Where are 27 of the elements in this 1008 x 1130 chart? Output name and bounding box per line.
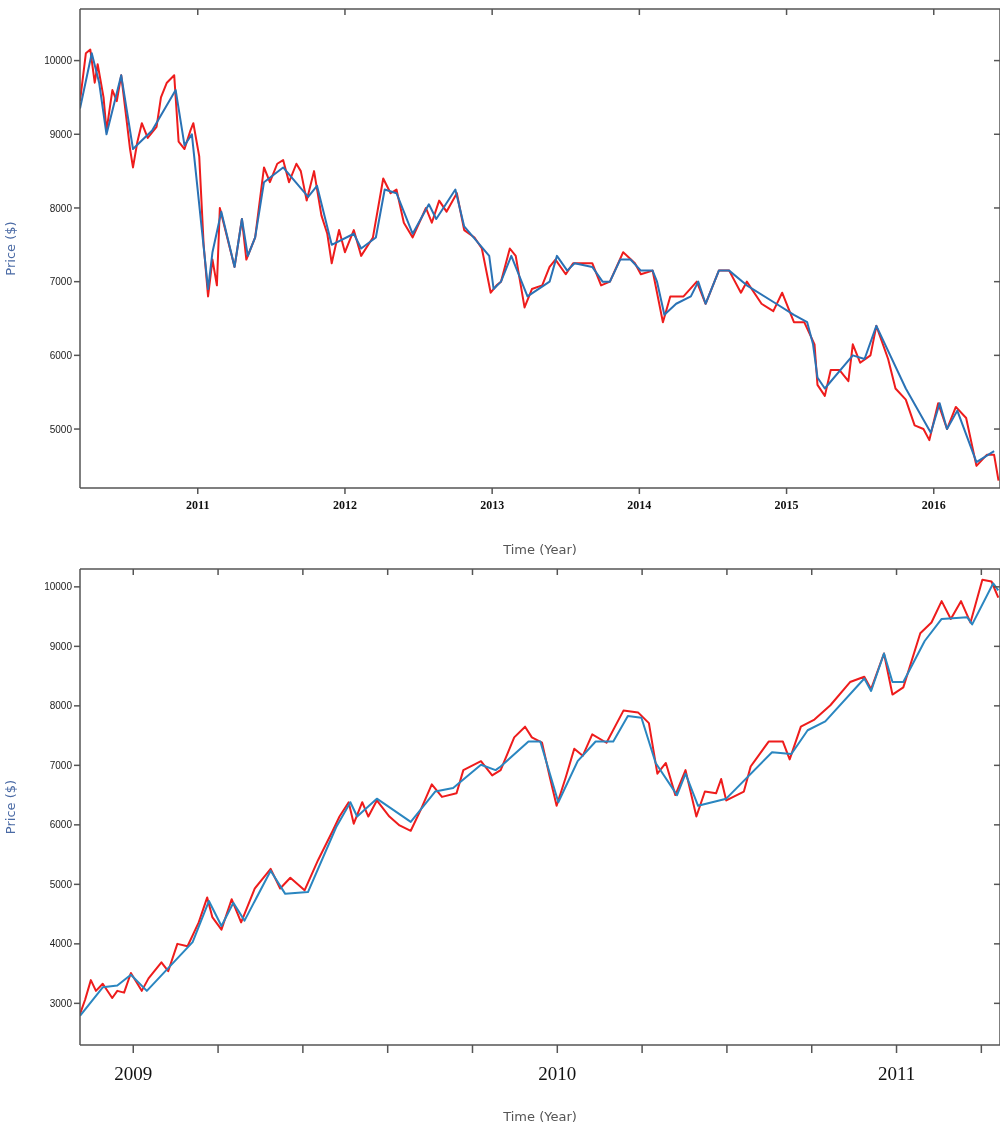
y-tick-label: 10000: [44, 55, 73, 67]
y-tick-label: 5000: [49, 878, 73, 890]
x-tick-label: 2014: [627, 497, 652, 512]
y-tick-label: 7000: [49, 759, 73, 771]
x-axis-title: Time (Year): [502, 542, 577, 557]
y-tick-label: 4000: [49, 938, 73, 950]
x-tick-label: 2016: [921, 497, 946, 512]
y-tick-label: 6000: [49, 819, 73, 831]
x-tick-label: 2011: [186, 497, 210, 512]
y-tick-label: 5000: [49, 423, 73, 435]
y-axis-title: Price ($): [2, 221, 18, 276]
y-tick-label: 6000: [49, 349, 73, 361]
x-tick-label: 2009: [114, 1063, 153, 1085]
x-tick-label: 2013: [480, 497, 505, 512]
x-axis-title: Time (Year): [502, 1109, 577, 1124]
y-axis-title: Price ($): [2, 779, 18, 835]
x-tick-label: 2010: [538, 1063, 577, 1085]
y-tick-label: 9000: [49, 128, 73, 140]
y-tick-label: 7000: [49, 276, 73, 288]
y-tick-label: 9000: [49, 640, 73, 652]
y-tick-label: 3000: [49, 997, 73, 1009]
y-tick-label: 8000: [49, 202, 73, 214]
y-tick-label: 8000: [49, 700, 73, 712]
x-tick-label: 2015: [774, 497, 799, 512]
x-tick-label: 2011: [877, 1063, 916, 1085]
y-tick-label: 10000: [44, 581, 73, 593]
x-tick-label: 2012: [332, 497, 357, 512]
